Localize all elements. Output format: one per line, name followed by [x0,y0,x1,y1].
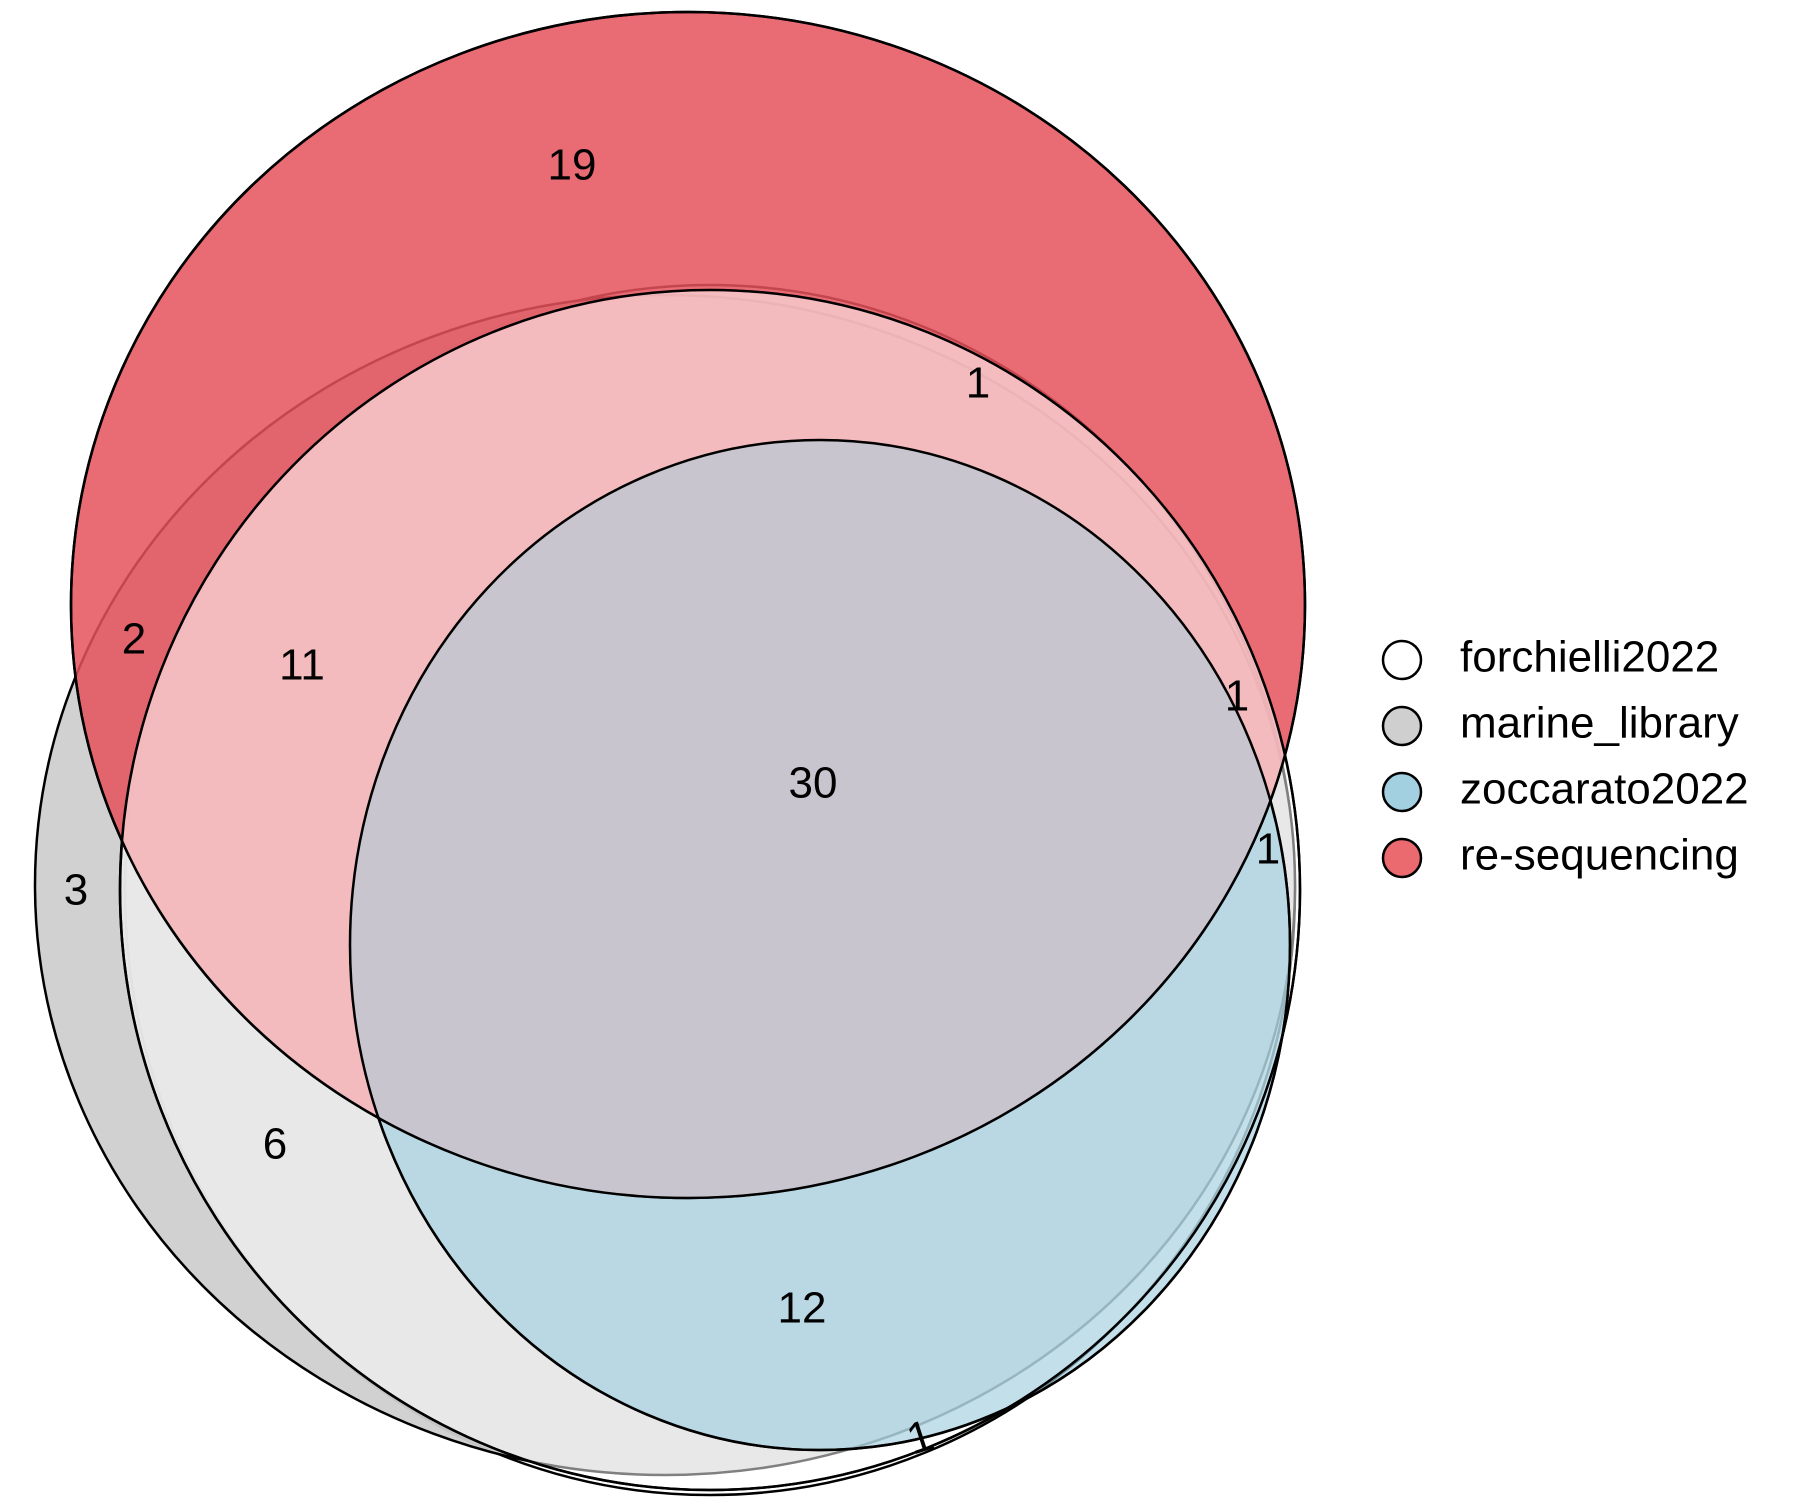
set-zoccarato2022-outline [348,438,1292,1452]
overlap-tint-zoccarato [350,440,1290,1198]
legend: forchielli2022 marine_library zoccarato2… [1381,633,1749,880]
region-count-resequencing-marine-forchielli: 11 [279,641,325,690]
zoccarato-tint-below [350,440,1290,1450]
legend-item-zoccarato2022: zoccarato2022 [1381,765,1749,814]
region-count-only-resequencing: 19 [548,141,597,190]
legend-label-zoccarato2022: zoccarato2022 [1460,765,1749,814]
region-count-marine-forchielli-zoccarato: 12 [778,1284,827,1333]
legend-label-re-sequencing: re-sequencing [1460,831,1739,880]
set-forchielli2022-outline [118,288,1302,1492]
region-count-resequencing-marine: 2 [122,615,146,664]
legend-label-forchielli2022: forchielli2022 [1460,633,1719,682]
legend-item-marine-library: marine_library [1381,699,1739,748]
legend-swatch-forchielli2022 [1381,639,1423,681]
region-count-marine-forchielli: 6 [263,1120,287,1169]
legend-item-forchielli2022: forchielli2022 [1381,633,1719,682]
legend-swatch-marine-library [1381,705,1423,747]
region-count-only-marine: 3 [64,866,88,915]
set-re-sequencing-outline [69,10,1307,1200]
legend-label-marine-library: marine_library [1460,699,1739,748]
region-count-resequencing-forchielli-zoccarato: 1 [1225,672,1249,721]
region-count-all-four: 30 [789,759,838,808]
region-count-resequencing-zoccarato: 1 [1256,825,1280,874]
region-count-resequencing-forchielli-top: 1 [966,359,990,408]
legend-item-re-sequencing: re-sequencing [1381,831,1739,880]
legend-swatch-re-sequencing [1381,837,1423,879]
legend-swatch-zoccarato2022 [1381,771,1423,813]
